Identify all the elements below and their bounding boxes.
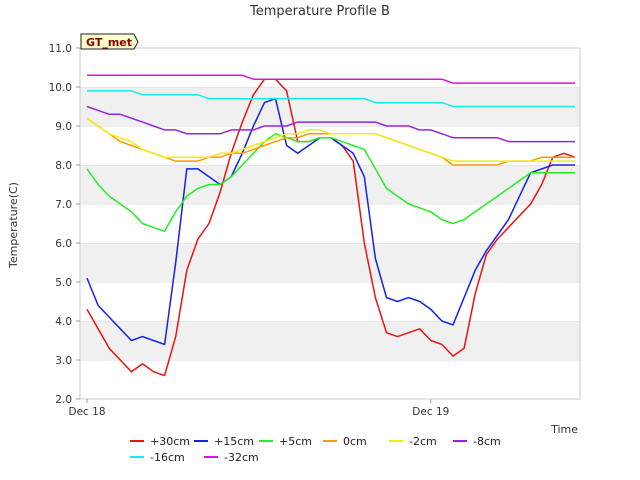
legend-label: -16cm xyxy=(150,451,185,464)
badge-text: GT_met xyxy=(86,36,132,49)
y-tick-label: 9.0 xyxy=(55,121,72,133)
y-tick-label: 2.0 xyxy=(55,394,72,406)
legend-item: -32cm xyxy=(204,451,259,464)
x-axis-label: Time xyxy=(550,423,578,436)
legend-item: +30cm xyxy=(130,435,190,448)
legend-label: -32cm xyxy=(224,451,259,464)
grid-band xyxy=(80,360,580,399)
legend-item: -8cm xyxy=(453,435,501,448)
legend-label: +15cm xyxy=(214,435,254,448)
y-axis-ticks: 2.0 3.0 4.0 5.0 6.0 7.0 8.0 9.0 10.0 11.0 xyxy=(49,43,80,406)
legend-item: +5cm xyxy=(259,435,312,448)
chart-title: Temperature Profile B xyxy=(249,4,390,19)
series-line-8cm-neg xyxy=(86,105,575,143)
y-axis-label: Temperature(C) xyxy=(7,182,20,269)
series-lines xyxy=(86,74,576,377)
y-tick-label: 3.0 xyxy=(55,355,72,367)
y-tick-label: 4.0 xyxy=(55,316,72,328)
grid-band xyxy=(80,282,580,321)
x-tick-label: Dec 19 xyxy=(412,406,449,418)
legend-item: -2cm xyxy=(389,435,437,448)
legend-label: +5cm xyxy=(279,435,312,448)
y-tick-label: 11.0 xyxy=(49,43,72,55)
series-line-16cm-neg xyxy=(87,90,575,108)
plot-frame xyxy=(79,47,581,400)
legend-item: -16cm xyxy=(130,451,185,464)
grid-band xyxy=(80,243,580,282)
grid-band xyxy=(80,321,580,360)
legend-item: +15cm xyxy=(194,435,254,448)
legend: +30cm +15cm +5cm 0cm -2cm -8cm -16cm -32cm xyxy=(130,435,501,464)
series-line-5cm xyxy=(86,133,575,233)
legend-label: 0cm xyxy=(343,435,367,448)
y-tick-label: 5.0 xyxy=(55,277,72,289)
grid-band xyxy=(80,126,580,165)
gt-met-badge: GT_met xyxy=(80,33,139,50)
y-tick-label: 10.0 xyxy=(49,82,72,94)
grid-band xyxy=(80,165,580,204)
series-line-2cm-neg xyxy=(86,117,575,162)
legend-item: 0cm xyxy=(323,435,367,448)
y-tick-label: 6.0 xyxy=(55,238,72,250)
x-tick-label: Dec 18 xyxy=(68,406,105,418)
legend-label: -8cm xyxy=(473,435,501,448)
legend-label: -2cm xyxy=(409,435,437,448)
x-axis-ticks: Dec 18 Dec 19 xyxy=(68,399,449,418)
grid-band xyxy=(80,48,580,87)
y-tick-label: 8.0 xyxy=(55,160,72,172)
legend-label: +30cm xyxy=(150,435,190,448)
badge-shape xyxy=(80,33,139,50)
series-line-32cm-neg xyxy=(87,74,575,84)
y-tick-label: 7.0 xyxy=(55,199,72,211)
